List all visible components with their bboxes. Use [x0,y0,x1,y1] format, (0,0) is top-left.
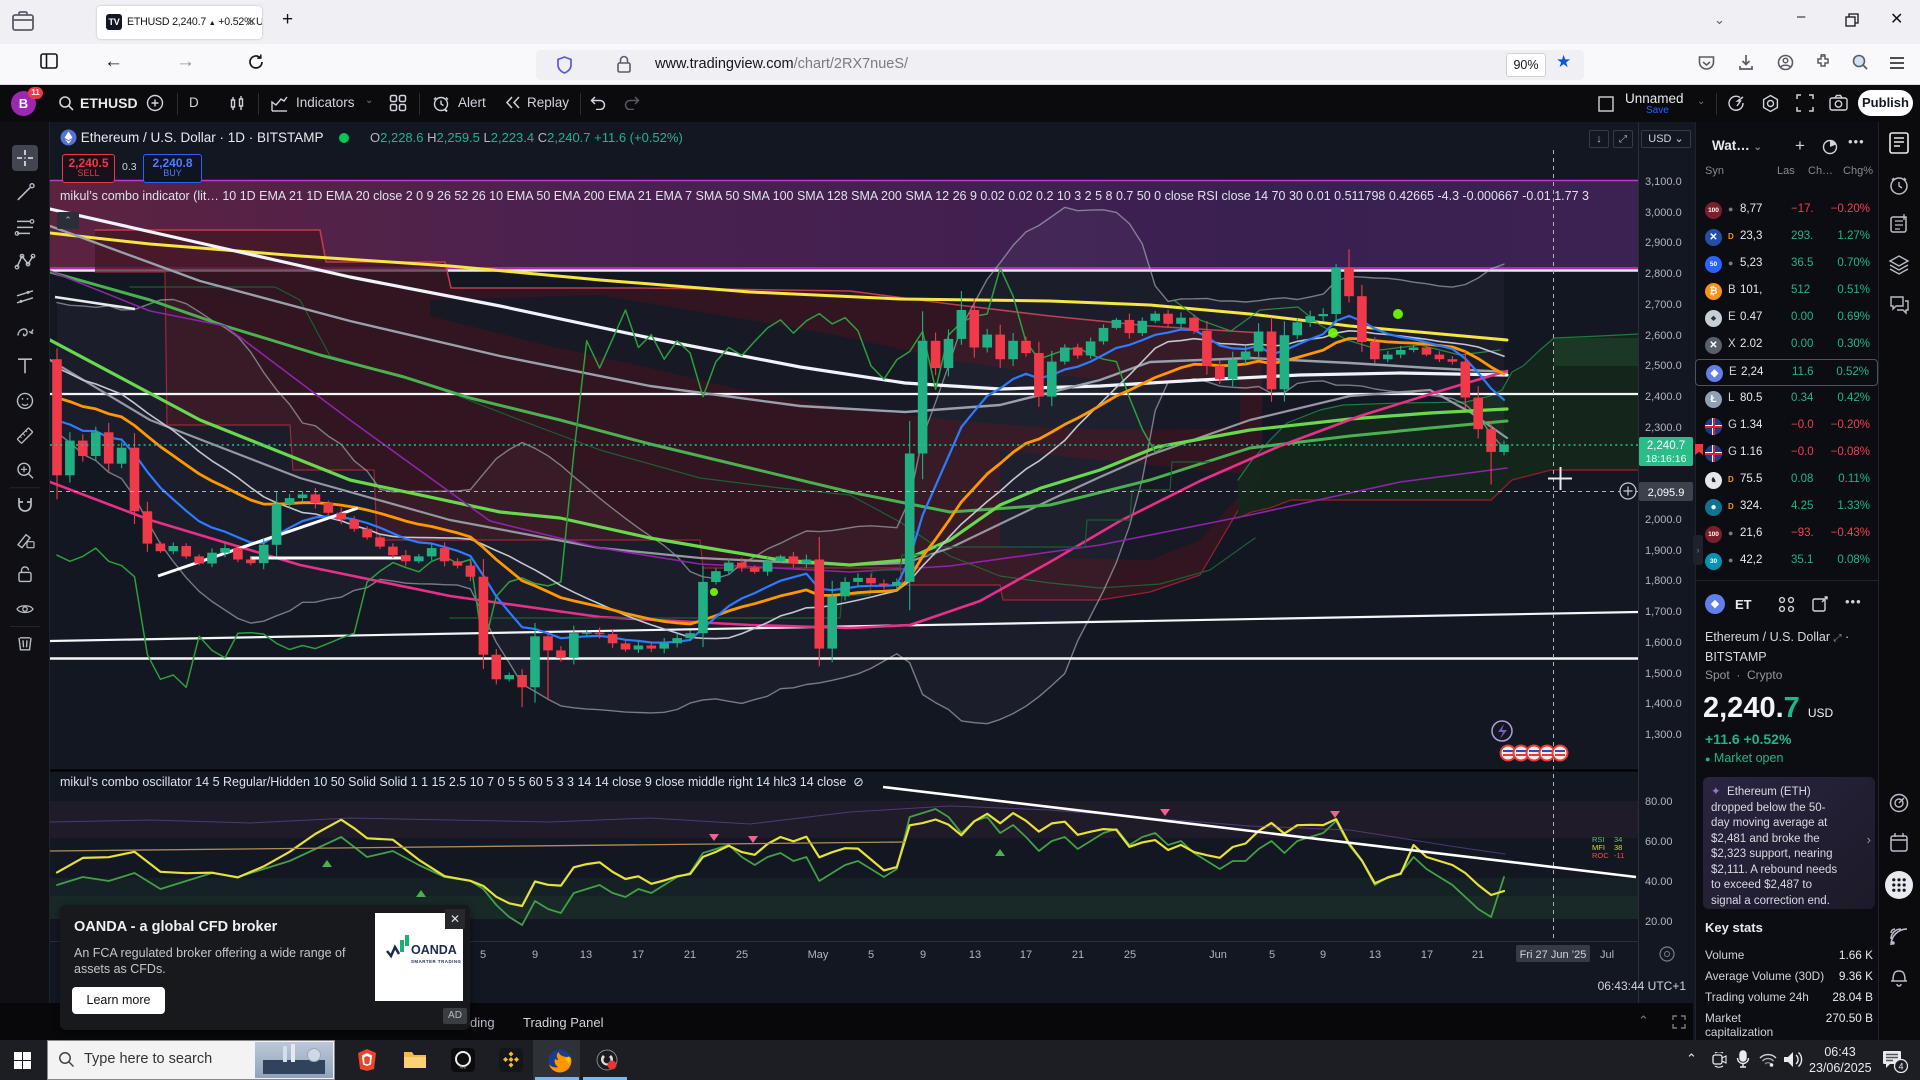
svg-text:2,400.0: 2,400.0 [1645,391,1682,403]
svg-text:9: 9 [920,949,926,961]
svg-text:3,100.0: 3,100.0 [1645,176,1682,188]
svg-text:5: 5 [1269,949,1275,961]
svg-text:9: 9 [532,949,538,961]
svg-text:21: 21 [1072,949,1084,961]
svg-text:2,600.0: 2,600.0 [1645,330,1682,342]
svg-text:25: 25 [736,949,748,961]
svg-text:17: 17 [1020,949,1032,961]
svg-text:RSI: RSI [1592,835,1605,844]
svg-text:17: 17 [1421,949,1433,961]
svg-text:1,400.0: 1,400.0 [1645,698,1682,710]
svg-text:5: 5 [480,949,486,961]
svg-text:2,500.0: 2,500.0 [1645,360,1682,372]
svg-text:1,300.0: 1,300.0 [1645,729,1682,741]
svg-text:2,900.0: 2,900.0 [1645,237,1682,249]
svg-text:3,000.0: 3,000.0 [1645,207,1682,219]
svg-text:2,300.0: 2,300.0 [1645,422,1682,434]
svg-text:Jun: Jun [1209,949,1227,961]
svg-text:2,700.0: 2,700.0 [1645,299,1682,311]
svg-text:2,240.7: 2,240.7 [1647,440,1685,452]
svg-text:21: 21 [684,949,696,961]
svg-text:2,800.0: 2,800.0 [1645,268,1682,280]
svg-text:9: 9 [1320,949,1326,961]
svg-text:34: 34 [1614,835,1622,844]
svg-text:OANDA: OANDA [411,943,457,957]
svg-text:MFI: MFI [1592,843,1605,852]
svg-text:06:43:44 UTC+1: 06:43:44 UTC+1 [1598,979,1687,993]
svg-text:1,800.0: 1,800.0 [1645,575,1682,587]
svg-text:38: 38 [1614,843,1622,852]
svg-text:1,500.0: 1,500.0 [1645,668,1682,680]
svg-text:17: 17 [632,949,644,961]
svg-text:SMARTER TRADING: SMARTER TRADING [411,959,462,964]
svg-text:Fri 27 Jun ’25: Fri 27 Jun ’25 [1520,949,1587,961]
svg-text:80.00: 80.00 [1645,796,1673,808]
svg-text:4: 4 [1898,1062,1903,1072]
svg-text:25: 25 [1124,949,1136,961]
svg-text:18:16:16: 18:16:16 [1646,453,1687,465]
svg-text:20.00: 20.00 [1645,916,1673,928]
svg-text:21: 21 [1472,949,1484,961]
svg-text:1,700.0: 1,700.0 [1645,606,1682,618]
svg-text:13: 13 [969,949,981,961]
svg-text:May: May [808,949,829,961]
svg-text:2,000.0: 2,000.0 [1645,514,1682,526]
svg-text:1,600.0: 1,600.0 [1645,637,1682,649]
svg-text:13: 13 [580,949,592,961]
svg-text:40.00: 40.00 [1645,876,1673,888]
svg-text:2,095.9: 2,095.9 [1648,487,1685,499]
svg-text:13: 13 [1369,949,1381,961]
svg-text:-11: -11 [1614,851,1624,860]
svg-text:1,900.0: 1,900.0 [1645,545,1682,557]
svg-text:ROC: ROC [1592,851,1609,860]
svg-text:Jul: Jul [1600,949,1614,961]
svg-text:5: 5 [868,949,874,961]
svg-text:live: live [460,1065,467,1070]
svg-text:60.00: 60.00 [1645,836,1673,848]
